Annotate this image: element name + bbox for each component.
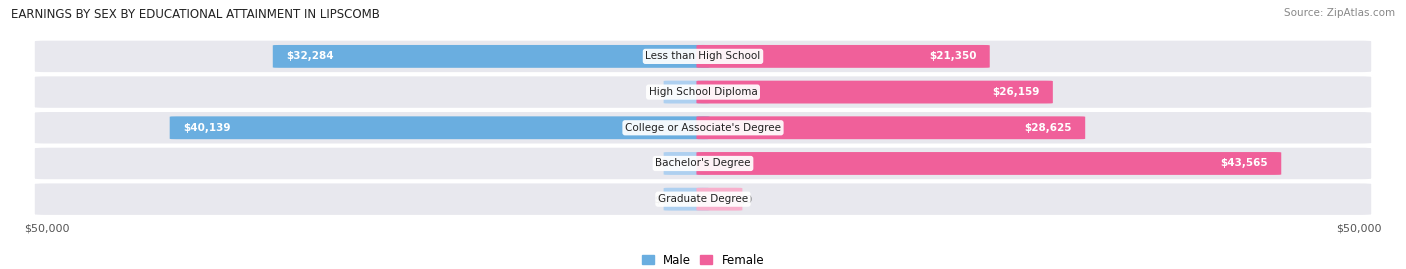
Text: Graduate Degree: Graduate Degree xyxy=(658,194,748,204)
Text: $0: $0 xyxy=(654,87,666,97)
Text: $0: $0 xyxy=(654,158,666,168)
FancyBboxPatch shape xyxy=(273,45,710,68)
FancyBboxPatch shape xyxy=(696,116,1085,139)
Legend: Male, Female: Male, Female xyxy=(641,254,765,267)
FancyBboxPatch shape xyxy=(34,182,1372,216)
Text: Source: ZipAtlas.com: Source: ZipAtlas.com xyxy=(1284,8,1395,18)
Text: $21,350: $21,350 xyxy=(929,51,977,61)
FancyBboxPatch shape xyxy=(696,188,742,211)
Text: $26,159: $26,159 xyxy=(993,87,1039,97)
FancyBboxPatch shape xyxy=(170,116,710,139)
Text: $0: $0 xyxy=(654,194,666,204)
FancyBboxPatch shape xyxy=(664,188,710,211)
Text: High School Diploma: High School Diploma xyxy=(648,87,758,97)
FancyBboxPatch shape xyxy=(34,40,1372,73)
FancyBboxPatch shape xyxy=(696,152,1281,175)
FancyBboxPatch shape xyxy=(34,147,1372,180)
Text: Bachelor's Degree: Bachelor's Degree xyxy=(655,158,751,168)
Text: Less than High School: Less than High School xyxy=(645,51,761,61)
FancyBboxPatch shape xyxy=(664,81,710,104)
Text: $32,284: $32,284 xyxy=(285,51,333,61)
FancyBboxPatch shape xyxy=(664,152,710,175)
FancyBboxPatch shape xyxy=(34,111,1372,144)
FancyBboxPatch shape xyxy=(696,81,1053,104)
Text: $40,139: $40,139 xyxy=(183,123,231,133)
FancyBboxPatch shape xyxy=(34,75,1372,109)
Text: College or Associate's Degree: College or Associate's Degree xyxy=(626,123,780,133)
Text: $28,625: $28,625 xyxy=(1025,123,1073,133)
FancyBboxPatch shape xyxy=(696,45,990,68)
Text: $43,565: $43,565 xyxy=(1220,158,1268,168)
Text: EARNINGS BY SEX BY EDUCATIONAL ATTAINMENT IN LIPSCOMB: EARNINGS BY SEX BY EDUCATIONAL ATTAINMEN… xyxy=(11,8,380,21)
Text: $0: $0 xyxy=(740,194,752,204)
